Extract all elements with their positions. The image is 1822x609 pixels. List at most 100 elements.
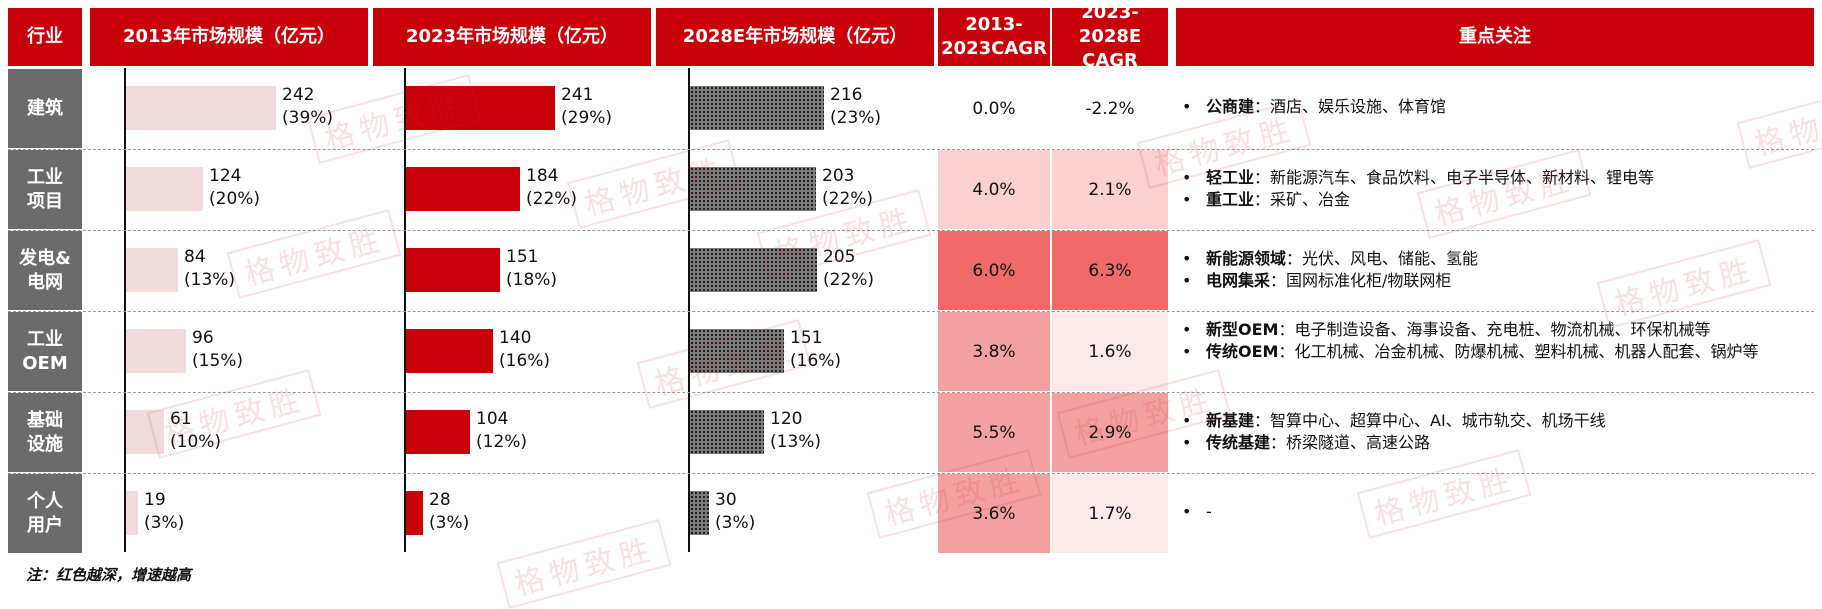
bar-value: 104 xyxy=(476,409,509,429)
cagr-2023-2028-cell: 2.1% xyxy=(1052,150,1168,229)
focus-item: 新能源领域：光伏、风电、储能、氢能 xyxy=(1180,248,1810,270)
cagr-2013-2023-cell: 3.6% xyxy=(938,474,1050,553)
row-label-line: 电网 xyxy=(27,271,63,293)
focus-item-text: ：桥梁隧道、高速公路 xyxy=(1270,433,1431,452)
header-cagr-2023-2028-line: 2023-2028E xyxy=(1078,2,1142,47)
row-label-line: 项目 xyxy=(27,190,63,212)
bar xyxy=(406,86,555,130)
cagr-2023-2028-cell: 6.3% xyxy=(1052,231,1168,310)
focus-item-title: 新能源领域 xyxy=(1206,249,1287,268)
focus-cell: 新型OEM：电子制造设备、海事设备、充电桩、物流机械、环保机械等传统OEM：化工… xyxy=(1180,319,1810,363)
cagr-2013-2023-cell: 4.0% xyxy=(938,150,1050,229)
cagr-2023-2028-cell: -2.2% xyxy=(1052,69,1168,148)
bar-value-label: 205 (22%) xyxy=(823,246,874,292)
row-separator xyxy=(8,311,1814,312)
bar-share: (13%) xyxy=(770,432,822,452)
bar-share: (10%) xyxy=(170,432,222,452)
focus-item-title: 公商建 xyxy=(1206,97,1255,116)
bar-value: 140 xyxy=(499,328,532,348)
bar-value: 19 xyxy=(144,490,166,510)
focus-item-text: ：化工机械、冶金机械、防爆机械、塑料机械、机器人配套、锅炉等 xyxy=(1278,342,1759,361)
bar xyxy=(690,167,816,211)
row-label: 工业 OEM xyxy=(8,312,82,391)
focus-item: 传统基建：桥梁隧道、高速公路 xyxy=(1180,432,1810,454)
bar-value: 61 xyxy=(170,409,192,429)
bar-value: 124 xyxy=(209,166,242,186)
bar-axis-line xyxy=(404,68,406,552)
row-label-line: 用户 xyxy=(27,514,63,536)
row-label: 个人 用户 xyxy=(8,474,82,553)
header-cagr-2013-2023-line: 2013- xyxy=(965,14,1023,35)
row-separator xyxy=(8,473,1814,474)
focus-item-title: 新基建 xyxy=(1206,411,1255,430)
header-cagr-2013-2023-line: 2023CAGR xyxy=(941,38,1047,59)
focus-item: 电网集采：国网标准化柜/物联网柜 xyxy=(1180,270,1810,292)
focus-item: 新基建：智算中心、超算中心、AI、城市轨交、机场干线 xyxy=(1180,410,1810,432)
bar-value-label: 140 (16%) xyxy=(499,327,550,373)
bar xyxy=(690,329,784,373)
header-industry: 行业 xyxy=(8,8,82,66)
watermark: 格物致胜 xyxy=(1736,79,1822,169)
focus-list: 新能源领域：光伏、风电、储能、氢能电网集采：国网标准化柜/物联网柜 xyxy=(1180,248,1810,292)
bar-value-label: 30 (3%) xyxy=(715,489,755,535)
bar-value: 151 xyxy=(506,247,539,267)
bar xyxy=(126,329,186,373)
focus-item-text: ：酒店、娱乐设施、体育馆 xyxy=(1254,97,1447,116)
bar-value-label: 120 (13%) xyxy=(770,408,821,454)
bar-share: (39%) xyxy=(282,108,334,128)
header-2013: 2013年市场规模（亿元） xyxy=(90,8,368,66)
focus-item: 传统OEM：化工机械、冶金机械、防爆机械、塑料机械、机器人配套、锅炉等 xyxy=(1180,341,1810,363)
cagr-2023-2028-cell: 2.9% xyxy=(1052,393,1168,472)
cagr-2023-2028-cell: 1.7% xyxy=(1052,474,1168,553)
bar-value-label: 19 (3%) xyxy=(144,489,184,535)
focus-item-text: ：电子制造设备、海事设备、充电桩、物流机械、环保机械等 xyxy=(1278,320,1711,339)
bar-share: (29%) xyxy=(561,108,613,128)
bar-value-label: 151 (16%) xyxy=(790,327,841,373)
bar xyxy=(690,410,764,454)
bar xyxy=(406,329,493,373)
row-label: 工业 项目 xyxy=(8,150,82,229)
bar-share: (3%) xyxy=(144,513,185,533)
focus-item-title: 重工业 xyxy=(1206,190,1255,209)
bar-value-label: 203 (22%) xyxy=(822,165,873,211)
bar-value: 28 xyxy=(429,490,451,510)
focus-item-title: 轻工业 xyxy=(1206,168,1255,187)
row-separator xyxy=(8,149,1814,150)
focus-list: - xyxy=(1180,501,1810,523)
focus-item-title: 传统OEM xyxy=(1206,342,1279,361)
focus-item: - xyxy=(1180,501,1810,523)
bar-share: (15%) xyxy=(192,351,244,371)
bar-value: 241 xyxy=(561,85,594,105)
watermark: 格物致胜 xyxy=(226,209,402,299)
focus-item-text: - xyxy=(1206,502,1212,521)
focus-item: 重工业：采矿、冶金 xyxy=(1180,189,1810,211)
focus-cell: - xyxy=(1180,501,1810,523)
row-label: 建筑 xyxy=(8,69,82,148)
focus-item-text: ：采矿、冶金 xyxy=(1254,190,1351,209)
bar-share: (23%) xyxy=(830,108,882,128)
bar-value: 120 xyxy=(770,409,803,429)
bar-axis-line xyxy=(688,68,690,552)
bar xyxy=(126,491,138,535)
bar-value-label: 96 (15%) xyxy=(192,327,243,373)
header-cagr-2023-2028-line: CAGR xyxy=(1082,50,1138,71)
header-2028: 2028E年市场规模（亿元） xyxy=(656,8,934,66)
focus-item-title: 电网集采 xyxy=(1206,271,1271,290)
cagr-2013-2023-cell: 3.8% xyxy=(938,312,1050,391)
focus-cell: 公商建：酒店、娱乐设施、体育馆 xyxy=(1180,96,1810,118)
bar xyxy=(690,491,709,535)
bar-value: 30 xyxy=(715,490,737,510)
focus-cell: 轻工业：新能源汽车、食品饮料、电子半导体、新材料、锂电等重工业：采矿、冶金 xyxy=(1180,167,1810,211)
bar-value: 205 xyxy=(823,247,856,267)
bar xyxy=(406,248,500,292)
row-label-line: 工业 xyxy=(27,166,63,188)
bar-value-label: 28 (3%) xyxy=(429,489,469,535)
focus-list: 新型OEM：电子制造设备、海事设备、充电桩、物流机械、环保机械等传统OEM：化工… xyxy=(1180,319,1810,363)
bar-value: 203 xyxy=(822,166,855,186)
bar-value: 96 xyxy=(192,328,214,348)
focus-cell: 新能源领域：光伏、风电、储能、氢能电网集采：国网标准化柜/物联网柜 xyxy=(1180,248,1810,292)
focus-item-text: ：光伏、风电、储能、氢能 xyxy=(1286,249,1479,268)
bar-share: (22%) xyxy=(526,189,578,209)
bar-value: 151 xyxy=(790,328,823,348)
focus-item-text: ：国网标准化柜/物联网柜 xyxy=(1270,271,1452,290)
